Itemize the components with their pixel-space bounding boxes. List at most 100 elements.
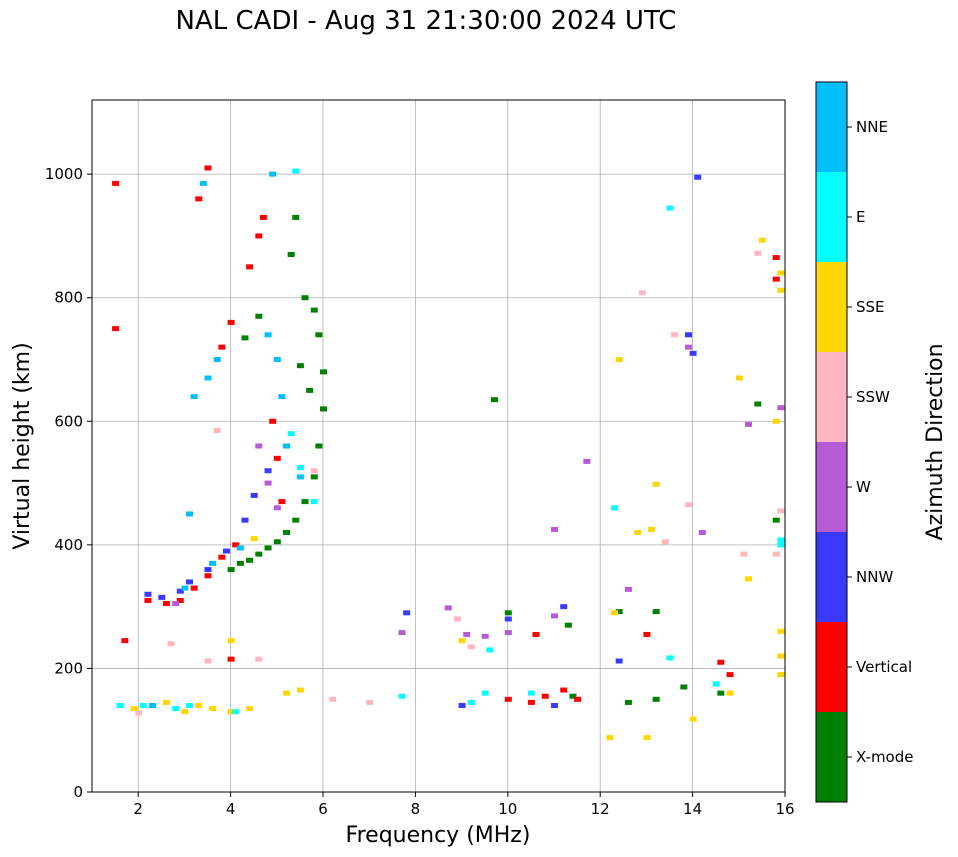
y-tick-label: 0 [73, 783, 83, 801]
data-point-vertical [726, 672, 734, 678]
data-point-e [611, 505, 619, 511]
data-point-sse [611, 610, 619, 616]
data-point-ssw [638, 290, 646, 296]
data-point-nnw [560, 604, 568, 610]
data-point-sse [606, 735, 614, 741]
data-point-nne [149, 703, 157, 708]
data-point-nne [273, 357, 281, 362]
data-point-xmode [236, 560, 244, 566]
data-point-nne [190, 394, 198, 400]
data-points [112, 165, 785, 741]
data-point-sse [772, 418, 780, 424]
data-point-xmode [680, 684, 688, 690]
data-point-xmode [615, 609, 623, 615]
data-point-vertical [527, 699, 535, 705]
data-point-ssw [671, 332, 679, 338]
x-tick-label: 10 [498, 800, 517, 818]
data-point-e [777, 537, 785, 543]
data-point-xmode [652, 696, 660, 702]
data-point-vertical [255, 233, 263, 239]
data-point-e [486, 647, 494, 653]
data-point-sse [246, 706, 254, 712]
x-tick-label: 16 [775, 800, 794, 818]
x-tick-label: 4 [226, 800, 236, 818]
data-point-sse [726, 690, 734, 696]
data-point-ssw [366, 699, 374, 705]
colorbar-frame [815, 81, 848, 803]
data-point-ssw [255, 656, 263, 662]
colorbar-swatch [816, 82, 847, 172]
data-point-ssw [772, 551, 780, 557]
data-point-xmode [246, 557, 254, 563]
data-point-xmode [569, 693, 577, 699]
data-point-xmode [255, 551, 263, 557]
data-point-sse [227, 638, 235, 644]
colorbar-swatch [816, 442, 847, 532]
data-point-xmode [283, 530, 291, 535]
data-point-vertical [532, 631, 540, 637]
data-point-nnw [264, 468, 272, 474]
data-point-vertical [112, 180, 120, 186]
data-point-w [551, 613, 558, 619]
data-point-ssw [740, 551, 748, 557]
x-tick-label: 8 [411, 800, 421, 818]
colorbar-label: Azimuth Direction [923, 343, 948, 540]
data-point-nne [213, 357, 221, 362]
data-point-vertical [246, 264, 254, 270]
data-point-ssw [204, 658, 212, 664]
x-tick-label: 14 [683, 800, 702, 818]
data-point-w [583, 458, 591, 464]
data-point-e [527, 690, 535, 696]
data-point-nnw [458, 703, 466, 708]
data-point-xmode [301, 499, 309, 505]
data-point-nne [186, 511, 194, 517]
colorbar-category-label: X-mode [856, 748, 913, 766]
data-point-e [666, 205, 674, 211]
data-point-e [467, 699, 475, 705]
data-point-vertical [190, 585, 198, 591]
colorbar-swatch [816, 172, 847, 262]
data-point-ssw [467, 644, 475, 650]
data-point-vertical [204, 165, 212, 171]
data-point-sse [745, 576, 753, 582]
axis-ticks: 2 4 6 8 10 12 14 16 0 200 400 600 800 1000 [45, 165, 795, 818]
data-point-nnw [403, 610, 411, 616]
data-point-e [398, 693, 406, 699]
colorbar-swatch [816, 532, 847, 622]
plot-frame [91, 99, 786, 793]
data-point-sse [283, 690, 291, 696]
data-point-nnw [250, 492, 258, 498]
data-point-w [444, 605, 452, 611]
y-tick-label: 200 [54, 659, 83, 677]
data-point-w [745, 421, 753, 427]
data-point-sse [615, 357, 623, 362]
data-point-xmode [292, 214, 300, 220]
data-point-sse [777, 287, 785, 293]
data-point-vertical [176, 597, 184, 603]
data-point-sse [130, 706, 138, 712]
data-point-xmode [292, 517, 300, 523]
colorbar-swatch [816, 352, 847, 442]
colorbar-category-label: Vertical [856, 658, 912, 676]
data-point-xmode [315, 443, 323, 449]
data-point-xmode [320, 406, 327, 412]
data-point-vertical [162, 601, 170, 607]
data-point-e [292, 168, 300, 174]
data-point-nne [204, 375, 212, 381]
data-point-e [777, 542, 785, 548]
data-point-w [172, 601, 180, 607]
data-point-nne [199, 180, 207, 186]
data-point-vertical [643, 631, 651, 637]
y-tick-label: 1000 [45, 165, 83, 183]
data-point-sse [195, 703, 203, 708]
data-point-ssw [453, 616, 461, 622]
data-point-e [481, 690, 489, 696]
data-point-nne [269, 171, 277, 177]
colorbar-category-label: NNE [856, 118, 888, 136]
data-point-xmode [301, 295, 309, 301]
data-point-vertical [204, 573, 212, 579]
data-point-vertical [227, 319, 235, 325]
data-point-ssw [777, 508, 785, 514]
data-point-e [712, 681, 720, 687]
data-point-vertical [504, 696, 512, 702]
